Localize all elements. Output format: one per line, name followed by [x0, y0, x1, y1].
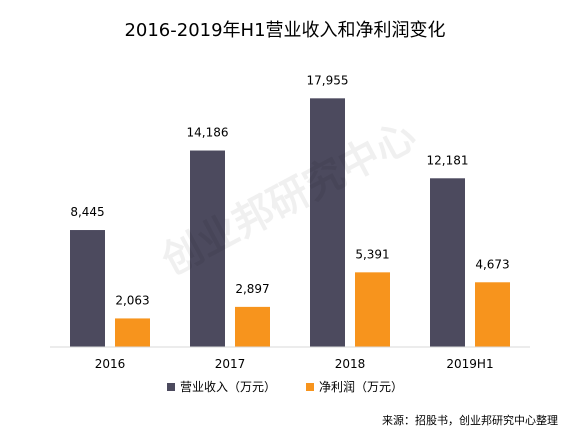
legend-label-revenue: 营业收入（万元）	[179, 380, 276, 394]
bars-group	[70, 98, 510, 348]
data-label-profit-2018: 5,391	[355, 247, 389, 261]
data-label-revenue-2018: 17,955	[307, 73, 349, 87]
legend-swatch-profit	[306, 382, 314, 391]
legend-item-revenue: 营业收入（万元）	[166, 378, 276, 395]
bar-revenue-2016	[70, 230, 105, 347]
data-label-revenue-2019H1: 12,181	[427, 153, 469, 167]
bar-profit-2016	[115, 318, 150, 347]
x-tick-label-2018: 2018	[335, 357, 366, 371]
data-label-profit-2016: 2,063	[115, 293, 149, 307]
data-label-revenue-2017: 14,186	[187, 126, 229, 140]
data-label-profit-2019H1: 4,673	[475, 257, 509, 271]
bar-revenue-2017	[190, 150, 225, 347]
x-tick-label-2019H1: 2019H1	[446, 357, 493, 371]
data-label-profit-2017: 2,897	[235, 282, 269, 296]
data-label-revenue-2016: 8,445	[70, 205, 104, 219]
bar-revenue-2018	[310, 98, 345, 348]
bar-profit-2019H1	[475, 282, 510, 347]
bar-profit-2018	[355, 272, 390, 347]
x-tick-label-2017: 2017	[215, 357, 246, 371]
bar-profit-2017	[235, 306, 270, 347]
x-tick-label-2016: 2016	[95, 357, 126, 371]
labels-group: 8,445 2,063 2016 14,186 2,897 2017 17,955 5,391…	[70, 73, 509, 371]
source-note: 来源：招股书，创业邦研究中心整理	[382, 414, 558, 427]
legend-swatch-revenue	[166, 382, 175, 391]
chart-title: 2016-2019年H1营业收入和净利润变化	[124, 20, 446, 41]
bar-revenue-2019H1	[430, 178, 465, 347]
legend-item-profit: 净利润（万元）	[306, 378, 403, 395]
legend: 营业收入（万元） 净利润（万元）	[0, 378, 570, 395]
legend-label-profit: 净利润（万元）	[319, 380, 404, 394]
